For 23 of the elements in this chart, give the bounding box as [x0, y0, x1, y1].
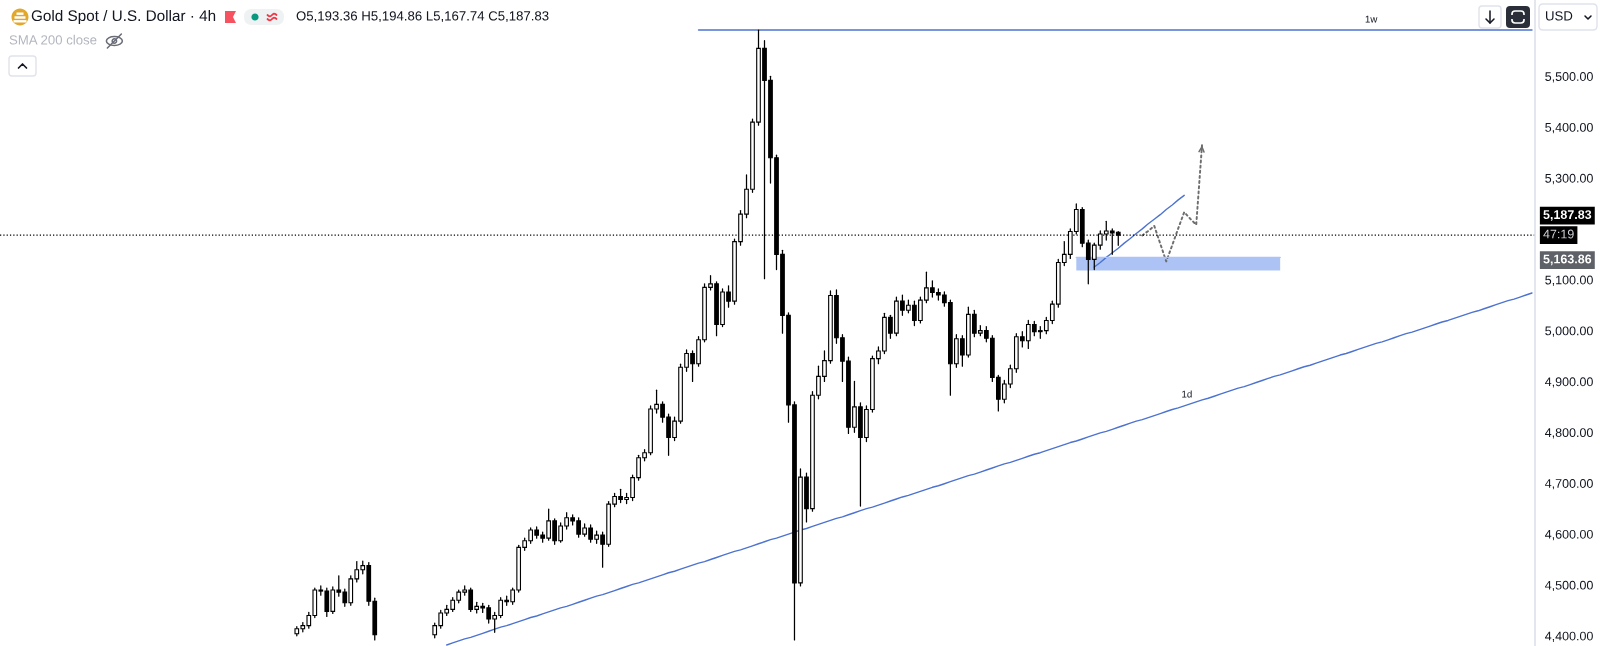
series-label: 1d [1182, 390, 1192, 398]
y-tick-label: 5,500.00 [1545, 72, 1593, 83]
y-tick-label: 5,100.00 [1545, 275, 1593, 286]
series-label: 1w [1365, 15, 1378, 23]
y-tick-label: 4,400.00 [1545, 631, 1593, 642]
text: USD [1546, 11, 1573, 21]
y-tick-label: 4,500.00 [1545, 580, 1593, 592]
y-tick-label: 5,400.00 [1545, 122, 1593, 134]
y-tick-label: 4,700.00 [1545, 479, 1593, 490]
y-tick-label: 4,800.00 [1545, 428, 1593, 439]
text: 5,163.86 [1543, 254, 1592, 266]
y-tick-label: 4,600.00 [1545, 529, 1593, 541]
y-tick-label: 5,000.00 [1545, 326, 1593, 337]
text: 47:19 [1543, 229, 1574, 239]
line-series [446, 292, 1533, 646]
annotation: O5,193.36 H5,194.86 L5,167.74 C5,187.83 [296, 11, 549, 23]
line-series [1093, 194, 1185, 268]
y-tick-label: 4,900.00 [1545, 377, 1593, 388]
ref-line-label: 5,187.83 [1543, 210, 1592, 221]
line-series [1141, 141, 1204, 263]
text: Gold Spot / U.S. Dollar · 4h [31, 9, 216, 25]
annotation: SMA 200 close [9, 34, 97, 45]
y-tick-label: 5,300.00 [1545, 173, 1593, 185]
